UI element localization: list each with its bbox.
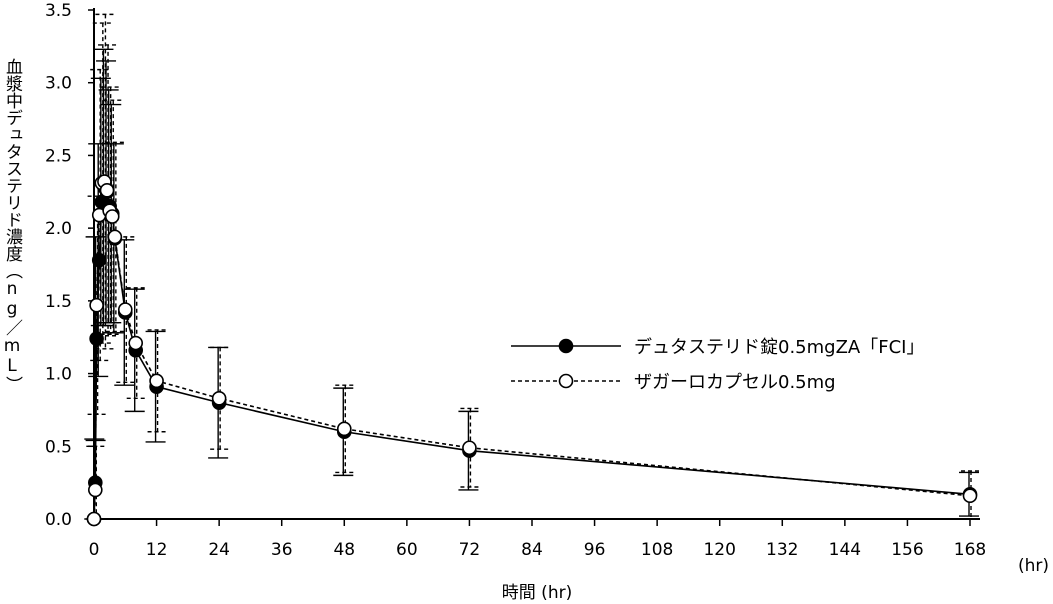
y-tick-label: 2.0 [45,219,72,239]
x-tick-label: 48 [333,540,355,560]
x-tick-label: 168 [954,540,986,560]
data-point [962,488,978,504]
legend-marker [558,338,574,354]
y-axis-title: 血漿中デュタステリド濃度（ng／mL） [2,58,22,393]
data-point [107,229,123,245]
y-tick-label: 0.5 [45,437,72,457]
data-point [89,297,104,313]
legend-marker [558,373,574,389]
data-point [88,482,103,498]
x-tick-label: 12 [146,540,168,560]
data-point [99,183,115,198]
x-tick-label: 0 [89,540,100,560]
data-point [211,390,227,406]
data-point [128,335,144,351]
x-tick-label: 96 [584,540,606,560]
y-tick-label: 1.5 [45,292,72,312]
data-point [86,511,102,527]
x-tick-label: 132 [766,540,798,560]
y-tick-label: 3.0 [45,74,72,94]
x-tick-label: 36 [271,540,293,560]
y-tick-label: 0.0 [45,510,72,530]
x-tick-label: 156 [891,540,923,560]
x-tick-label: 24 [208,540,230,560]
data-point [104,209,120,224]
x-tick-label: 108 [641,540,673,560]
x-tick-label: 120 [703,540,735,560]
x-unit-label: (hr) [1018,556,1049,576]
data-point [91,252,107,268]
x-tick-label: 84 [521,540,543,560]
data-point [336,421,352,437]
y-tick-label: 1.0 [45,365,72,385]
x-tick-label: 60 [396,540,418,560]
y-tick-label: 2.5 [45,146,72,166]
data-point [117,302,133,317]
data-point [89,331,104,346]
data-point [149,373,164,389]
y-tick-label: 3.5 [45,1,72,21]
x-axis-title: 時間 (hr) [502,583,572,603]
legend-label: ザガーロカプセル0.5mg [634,372,836,393]
x-tick-label: 144 [829,540,861,560]
series-line [93,180,971,520]
data-point [462,440,477,456]
x-tick-label: 72 [459,540,481,560]
legend-label: デュタステリド錠0.5mgZA「FCI」 [634,337,924,358]
